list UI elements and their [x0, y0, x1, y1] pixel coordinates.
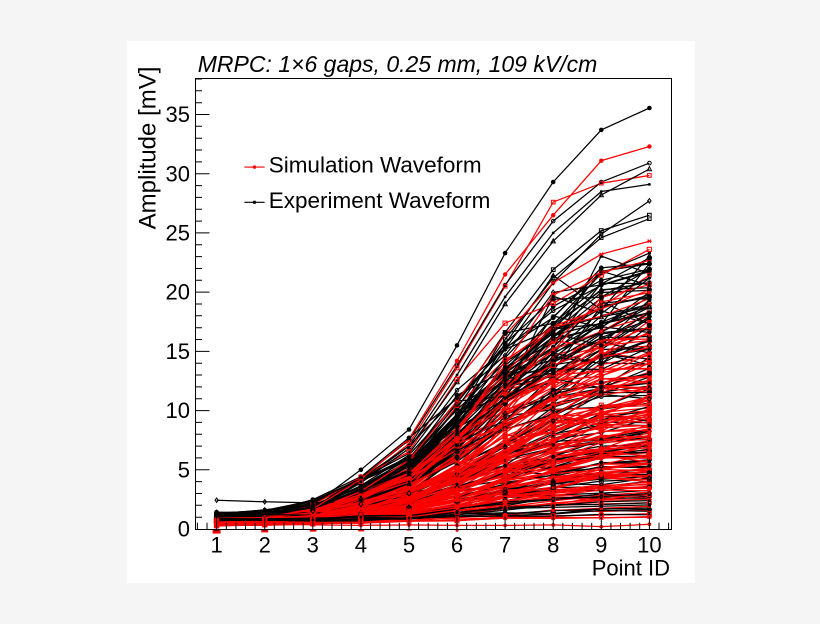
svg-text:35: 35 [166, 102, 190, 127]
svg-text:30: 30 [166, 161, 190, 186]
svg-text:0: 0 [178, 517, 190, 542]
svg-text:3: 3 [307, 533, 319, 558]
svg-text:10: 10 [166, 398, 190, 423]
svg-text:10: 10 [637, 533, 661, 558]
svg-text:5: 5 [403, 533, 415, 558]
svg-text:6: 6 [451, 533, 463, 558]
svg-text:7: 7 [499, 533, 511, 558]
svg-text:Amplitude [mV]: Amplitude [mV] [135, 67, 162, 230]
svg-text:Simulation Waveform: Simulation Waveform [269, 152, 482, 177]
svg-text:Point ID: Point ID [592, 556, 670, 581]
svg-text:4: 4 [355, 533, 367, 558]
svg-text:MRPC: 1×6 gaps, 0.25 mm, 109 k: MRPC: 1×6 gaps, 0.25 mm, 109 kV/cm [198, 51, 597, 77]
svg-text:8: 8 [547, 533, 559, 558]
svg-text:1: 1 [210, 533, 222, 558]
svg-text:2: 2 [259, 533, 271, 558]
svg-text:15: 15 [166, 339, 190, 364]
svg-text:Experiment Waveform: Experiment Waveform [269, 188, 491, 213]
svg-text:25: 25 [166, 221, 190, 246]
svg-text:20: 20 [166, 280, 190, 305]
svg-text:5: 5 [178, 457, 190, 482]
svg-text:9: 9 [595, 533, 607, 558]
